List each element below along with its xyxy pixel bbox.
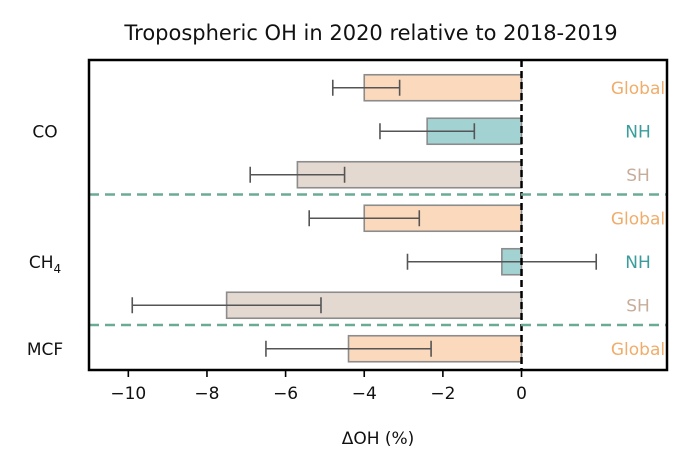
x-tick-label: −8 [194, 384, 219, 404]
region-label: Global [611, 79, 665, 99]
chart-title: Tropospheric OH in 2020 relative to 2018… [123, 21, 617, 45]
x-tick-label: −6 [273, 384, 298, 404]
group-label-mcf: MCF [27, 340, 63, 360]
x-tick-label: −4 [352, 384, 377, 404]
x-tick-label: −10 [110, 384, 146, 404]
x-tick-label: 0 [516, 384, 527, 404]
group-label-co: CO [32, 122, 57, 142]
group-label-ch: CH4 [29, 253, 61, 276]
region-label: Global [611, 340, 665, 360]
region-label: Global [611, 209, 665, 229]
region-label: NH [625, 253, 651, 273]
plot-area: Global NH SH Global NH SH Global CO CH4 MCF −10 −8 −… [27, 58, 669, 404]
x-tick-label: −2 [430, 384, 455, 404]
region-label: SH [626, 166, 650, 186]
region-label: NH [625, 122, 651, 142]
region-label: SH [626, 296, 650, 316]
plot-frame [87, 58, 669, 372]
x-axis-label: ΔOH (%) [342, 429, 415, 449]
